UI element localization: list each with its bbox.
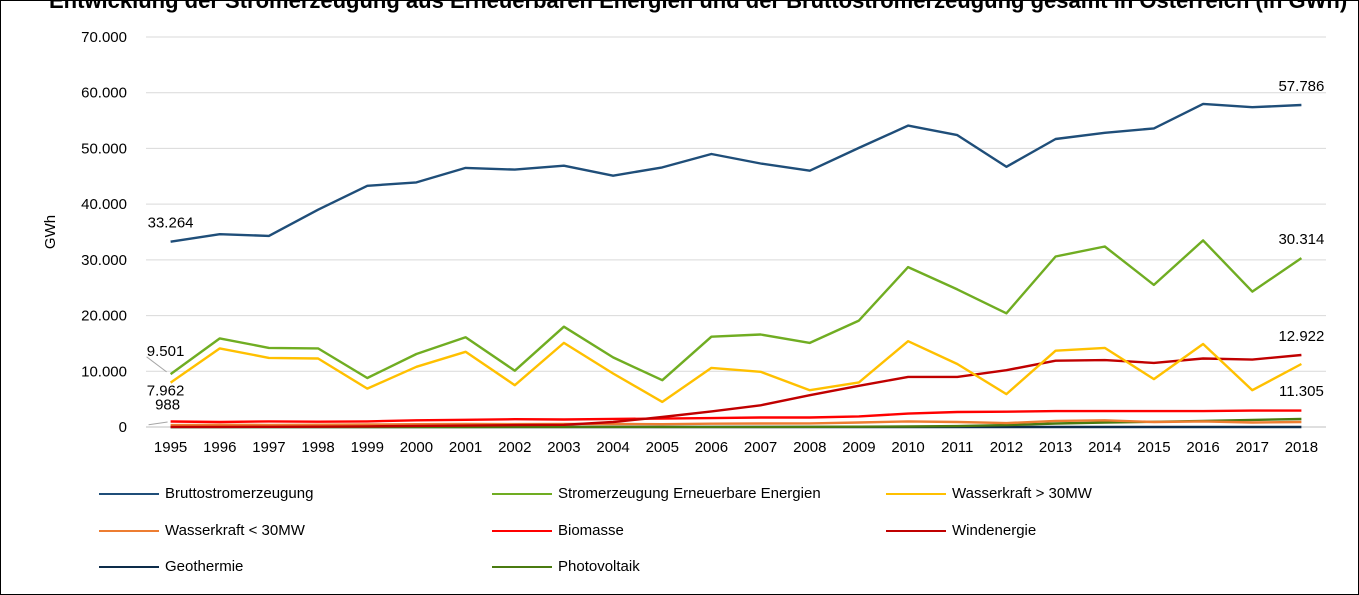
x-tick-label: 2003: [547, 439, 580, 456]
data-label-leader: [149, 422, 168, 425]
series-line-stromerzeugung-erneuerbare-energien: [171, 240, 1302, 380]
legend-swatch: [492, 493, 552, 495]
legend-label: Bruttostromerzeugung: [165, 485, 313, 502]
x-tick-label: 2015: [1137, 439, 1170, 456]
data-label: 33.264: [148, 215, 194, 232]
legend-item: Windenergie: [886, 522, 1036, 539]
x-tick-label: 2000: [400, 439, 433, 456]
legend-swatch: [99, 530, 159, 532]
y-tick-label: 0: [119, 419, 127, 436]
x-tick-label: 1996: [203, 439, 236, 456]
x-tick-label: 1998: [301, 439, 334, 456]
legend-item: Geothermie: [99, 558, 243, 575]
legend-swatch: [886, 493, 946, 495]
x-tick-label: 1995: [154, 439, 187, 456]
legend-swatch: [886, 530, 946, 532]
x-tick-label: 2004: [596, 439, 629, 456]
legend-label: Wasserkraft > 30MW: [952, 485, 1092, 502]
x-tick-label: 2009: [842, 439, 875, 456]
y-tick-label: 70.000: [81, 29, 127, 46]
legend-swatch: [99, 493, 159, 495]
x-tick-label: 2007: [744, 439, 777, 456]
data-label: 11.305: [1279, 383, 1324, 400]
y-tick-label: 60.000: [81, 85, 127, 102]
x-tick-label: 2001: [449, 439, 482, 456]
legend-label: Windenergie: [952, 522, 1036, 539]
legend-item: Stromerzeugung Erneuerbare Energien: [492, 485, 821, 502]
x-tick-label: 2008: [793, 439, 826, 456]
legend-label: Stromerzeugung Erneuerbare Energien: [558, 485, 821, 502]
data-label: 57.786: [1278, 78, 1324, 95]
y-tick-label: 50.000: [81, 140, 127, 157]
legend-label: Biomasse: [558, 522, 624, 539]
legend-swatch: [492, 566, 552, 568]
x-tick-label: 2011: [941, 439, 973, 456]
y-axis-label: GWh: [42, 215, 59, 249]
x-tick-label: 2005: [646, 439, 679, 456]
data-label: 988: [155, 396, 180, 413]
y-tick-label: 10.000: [81, 363, 127, 380]
x-tick-label: 1999: [351, 439, 384, 456]
x-tick-label: 2013: [1039, 439, 1072, 456]
series-line-bruttostromerzeugung: [171, 104, 1302, 242]
legend-item: Wasserkraft < 30MW: [99, 522, 305, 539]
legend-item: Wasserkraft > 30MW: [886, 485, 1092, 502]
y-tick-label: 30.000: [81, 252, 127, 269]
y-tick-label: 40.000: [81, 196, 127, 213]
data-label: 30.314: [1278, 231, 1324, 248]
x-tick-label: 2014: [1088, 439, 1121, 456]
y-tick-label: 20.000: [81, 308, 127, 325]
legend-label: Photovoltaik: [558, 558, 640, 575]
x-tick-label: 2006: [695, 439, 728, 456]
legend-item: Bruttostromerzeugung: [99, 485, 313, 502]
x-tick-label: 2018: [1285, 439, 1318, 456]
legend-swatch: [492, 530, 552, 532]
data-label: 12.922: [1278, 328, 1324, 345]
x-tick-label: 2002: [498, 439, 531, 456]
x-tick-label: 2012: [990, 439, 1023, 456]
x-tick-label: 2010: [891, 439, 924, 456]
legend-label: Geothermie: [165, 558, 243, 575]
legend-item: Biomasse: [492, 522, 624, 539]
legend-item: Photovoltaik: [492, 558, 640, 575]
x-tick-label: 1997: [252, 439, 285, 456]
legend-label: Wasserkraft < 30MW: [165, 522, 305, 539]
data-label: 9.501: [147, 343, 185, 360]
legend-swatch: [99, 566, 159, 568]
x-tick-label: 2016: [1186, 439, 1219, 456]
x-tick-label: 2017: [1236, 439, 1269, 456]
